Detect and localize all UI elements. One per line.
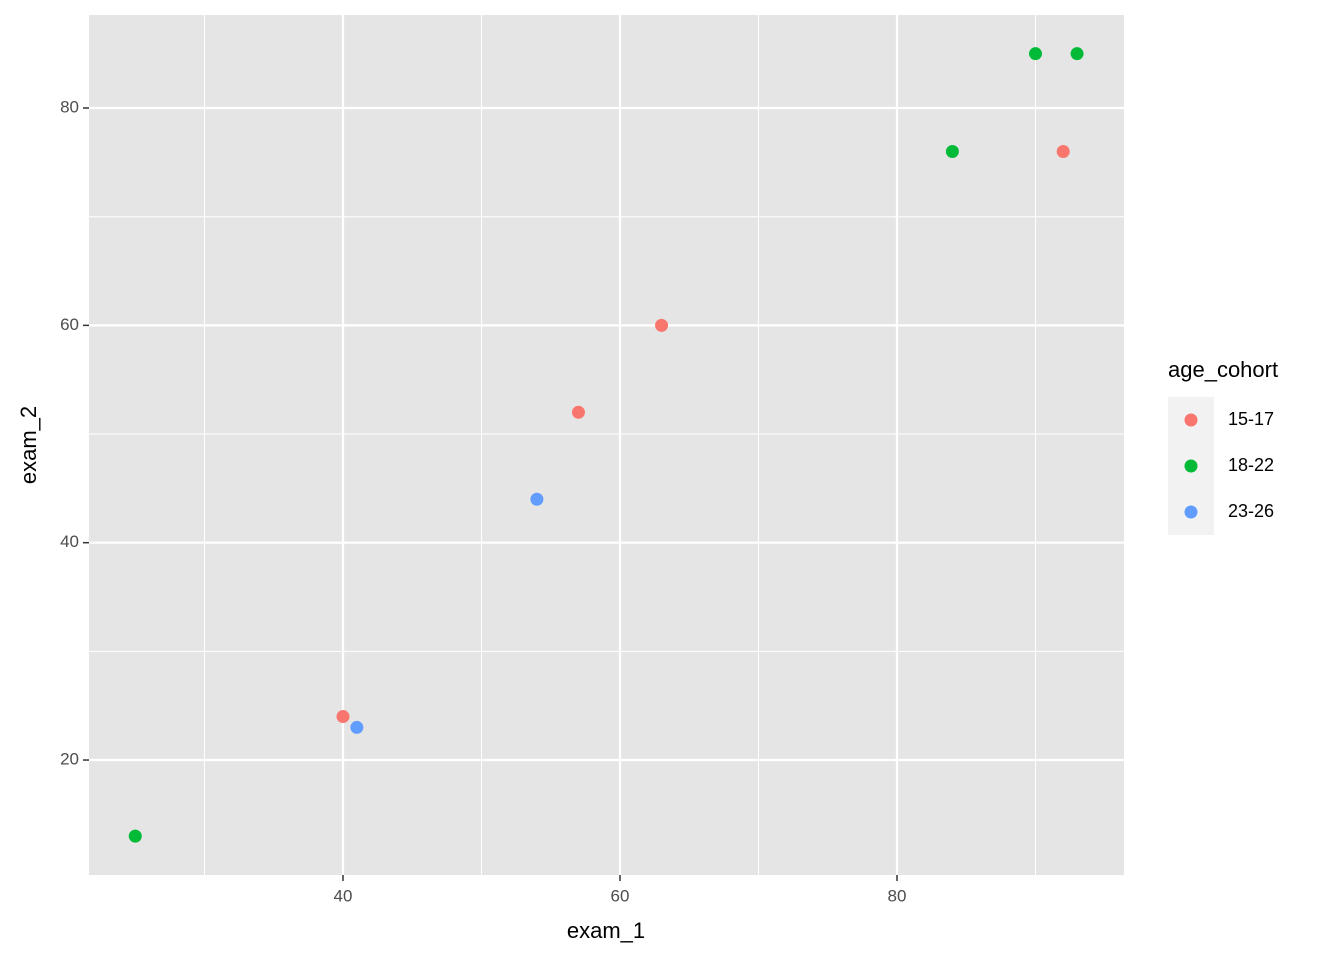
point <box>336 710 350 724</box>
x-tick-label: 80 <box>888 886 907 905</box>
grid <box>89 15 1124 875</box>
legend-label: 23-26 <box>1228 501 1274 521</box>
y-tick-label: 80 <box>60 98 79 117</box>
point <box>530 492 544 506</box>
y-tick-label: 40 <box>60 532 79 551</box>
point <box>655 318 669 332</box>
y-axis-title: exam_2 <box>16 406 41 484</box>
legend-label: 18-22 <box>1228 455 1274 475</box>
point <box>571 405 585 419</box>
legend-title: age_cohort <box>1168 357 1278 382</box>
points <box>128 47 1084 843</box>
legend-key <box>1184 413 1198 427</box>
panel-background <box>89 15 1124 875</box>
legend-label: 15-17 <box>1228 409 1274 429</box>
y-tick-label: 20 <box>60 750 79 769</box>
x-axis-title: exam_1 <box>567 918 645 943</box>
point <box>350 720 364 734</box>
point <box>1056 144 1070 158</box>
point <box>128 829 142 843</box>
point <box>1070 47 1084 61</box>
legend-key <box>1184 459 1198 473</box>
x-tick-label: 60 <box>611 886 630 905</box>
x-tick-label: 40 <box>334 886 353 905</box>
point <box>945 144 959 158</box>
point <box>1028 47 1042 61</box>
y-tick-label: 60 <box>60 315 79 334</box>
legend-key <box>1184 505 1198 519</box>
